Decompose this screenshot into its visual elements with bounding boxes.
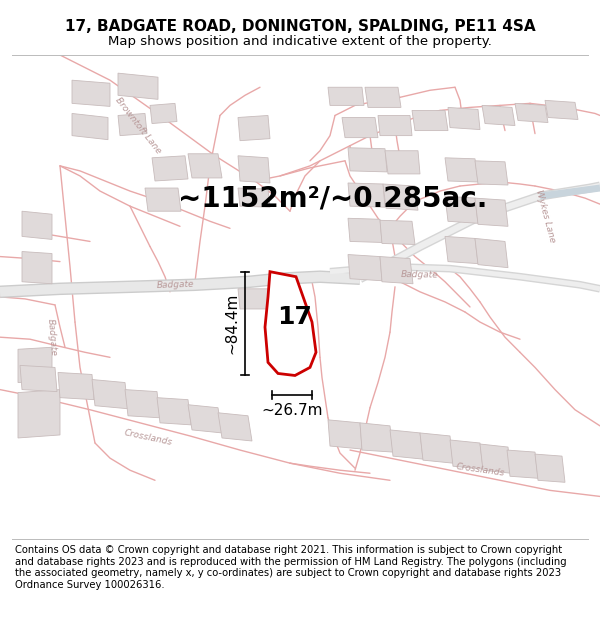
Text: Crosslands: Crosslands [455,462,505,478]
Text: ~1152m²/~0.285ac.: ~1152m²/~0.285ac. [178,184,487,212]
Polygon shape [22,211,52,239]
Polygon shape [390,430,423,459]
Text: Badgate: Badgate [401,270,439,279]
Polygon shape [22,251,52,284]
Polygon shape [412,111,448,131]
Text: Browntoft Lane: Browntoft Lane [113,96,163,156]
Polygon shape [450,440,483,469]
Text: Crosslands: Crosslands [123,429,173,448]
Text: ~84.4m: ~84.4m [224,293,239,354]
Polygon shape [238,116,270,141]
Polygon shape [475,161,508,185]
Polygon shape [92,379,128,409]
Text: 17: 17 [278,305,313,329]
Text: ~26.7m: ~26.7m [261,402,323,418]
Polygon shape [383,184,418,210]
Polygon shape [360,423,393,452]
Text: Badgate: Badgate [46,318,58,356]
Polygon shape [150,103,177,124]
Polygon shape [535,454,565,482]
Polygon shape [348,148,387,172]
Polygon shape [515,103,548,122]
Text: Map shows position and indicative extent of the property.: Map shows position and indicative extent… [108,35,492,48]
Polygon shape [145,188,181,211]
Polygon shape [380,220,415,244]
Polygon shape [188,405,222,433]
Polygon shape [342,118,378,138]
Text: Badgate: Badgate [156,279,194,290]
Polygon shape [365,88,401,108]
Polygon shape [445,158,478,182]
Polygon shape [348,183,385,207]
Polygon shape [328,420,362,449]
Polygon shape [475,198,508,226]
Polygon shape [328,88,364,106]
Polygon shape [507,450,538,478]
Text: 17, BADGATE ROAD, DONINGTON, SPALDING, PE11 4SA: 17, BADGATE ROAD, DONINGTON, SPALDING, P… [65,19,535,34]
Polygon shape [72,80,110,106]
Polygon shape [18,348,52,382]
Polygon shape [380,256,413,284]
Polygon shape [157,398,191,425]
Polygon shape [545,101,578,119]
Polygon shape [125,389,160,418]
Polygon shape [238,289,270,309]
Polygon shape [385,151,420,174]
Polygon shape [420,433,453,463]
Polygon shape [378,116,412,136]
Polygon shape [238,188,270,207]
Polygon shape [20,366,57,392]
Polygon shape [445,236,478,264]
Polygon shape [218,412,252,441]
Polygon shape [348,254,382,281]
Polygon shape [18,389,60,438]
Polygon shape [480,444,511,473]
Polygon shape [118,114,147,136]
Polygon shape [445,196,478,223]
Polygon shape [475,238,508,268]
Polygon shape [188,154,222,178]
Polygon shape [152,156,188,181]
Polygon shape [238,156,270,183]
Polygon shape [118,73,158,99]
Polygon shape [482,106,515,126]
Polygon shape [448,107,480,129]
Text: Wykes Lane: Wykes Lane [533,189,556,244]
Polygon shape [58,372,94,399]
Text: Contains OS data © Crown copyright and database right 2021. This information is : Contains OS data © Crown copyright and d… [15,545,566,590]
Polygon shape [348,218,382,242]
Polygon shape [265,272,316,376]
Polygon shape [270,289,302,315]
Polygon shape [72,114,108,139]
